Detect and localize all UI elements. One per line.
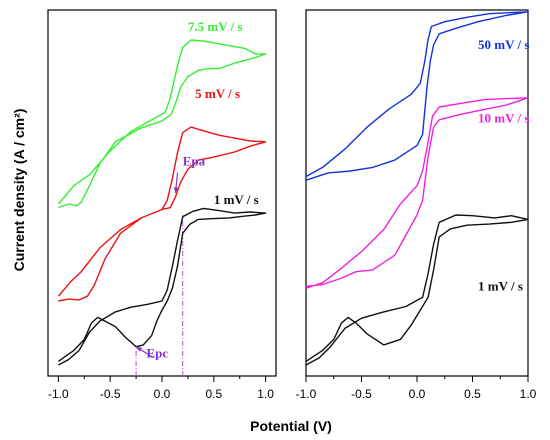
x-tick-label: 1.0 [520, 387, 537, 401]
annotation-arrowhead [136, 346, 143, 352]
series-line [57, 207, 267, 366]
series-label: 50 mV / s [478, 37, 529, 52]
x-axis-title: Potential (V) [250, 418, 332, 434]
x-tick-label: 0.5 [205, 387, 222, 401]
y-axis-title: Current density (A / cm²) [11, 109, 27, 272]
series-line [57, 126, 267, 302]
series-label: 5 mV / s [195, 86, 240, 101]
annotation-arrowhead [173, 187, 179, 193]
x-tick-label: -1.0 [296, 387, 317, 401]
x-tick-label: -0.5 [351, 387, 372, 401]
x-tick-label: 0.0 [409, 387, 426, 401]
x-tick-label: -0.5 [100, 387, 121, 401]
series-line [305, 97, 529, 289]
x-tick-label: 1.0 [257, 387, 274, 401]
series-label: 7.5 mV / s [188, 19, 243, 34]
panel-left: -1.0 -0.5 0.0 0.5 1.0 7.5 mV / s 5 mV / s 1 mV … [47, 9, 277, 401]
plot-frame [305, 9, 529, 377]
series-label: 1 mV / s [214, 192, 259, 207]
series-line [305, 214, 529, 366]
series-line [57, 39, 267, 209]
x-tick-label: 0.0 [154, 387, 171, 401]
panel-right: -1.0 -0.5 0.0 0.5 1.0 50 mV / s 10 mV / s 1 mV … [296, 9, 537, 401]
series-line [305, 11, 529, 181]
x-tick-label: 0.5 [464, 387, 481, 401]
x-tick-label: -1.0 [48, 387, 69, 401]
series-label: 10 mV / s [478, 111, 529, 126]
annotation-label: Epa [183, 154, 206, 169]
series-label: 1 mV / s [478, 279, 523, 294]
annotation-label: Epc [146, 346, 168, 361]
